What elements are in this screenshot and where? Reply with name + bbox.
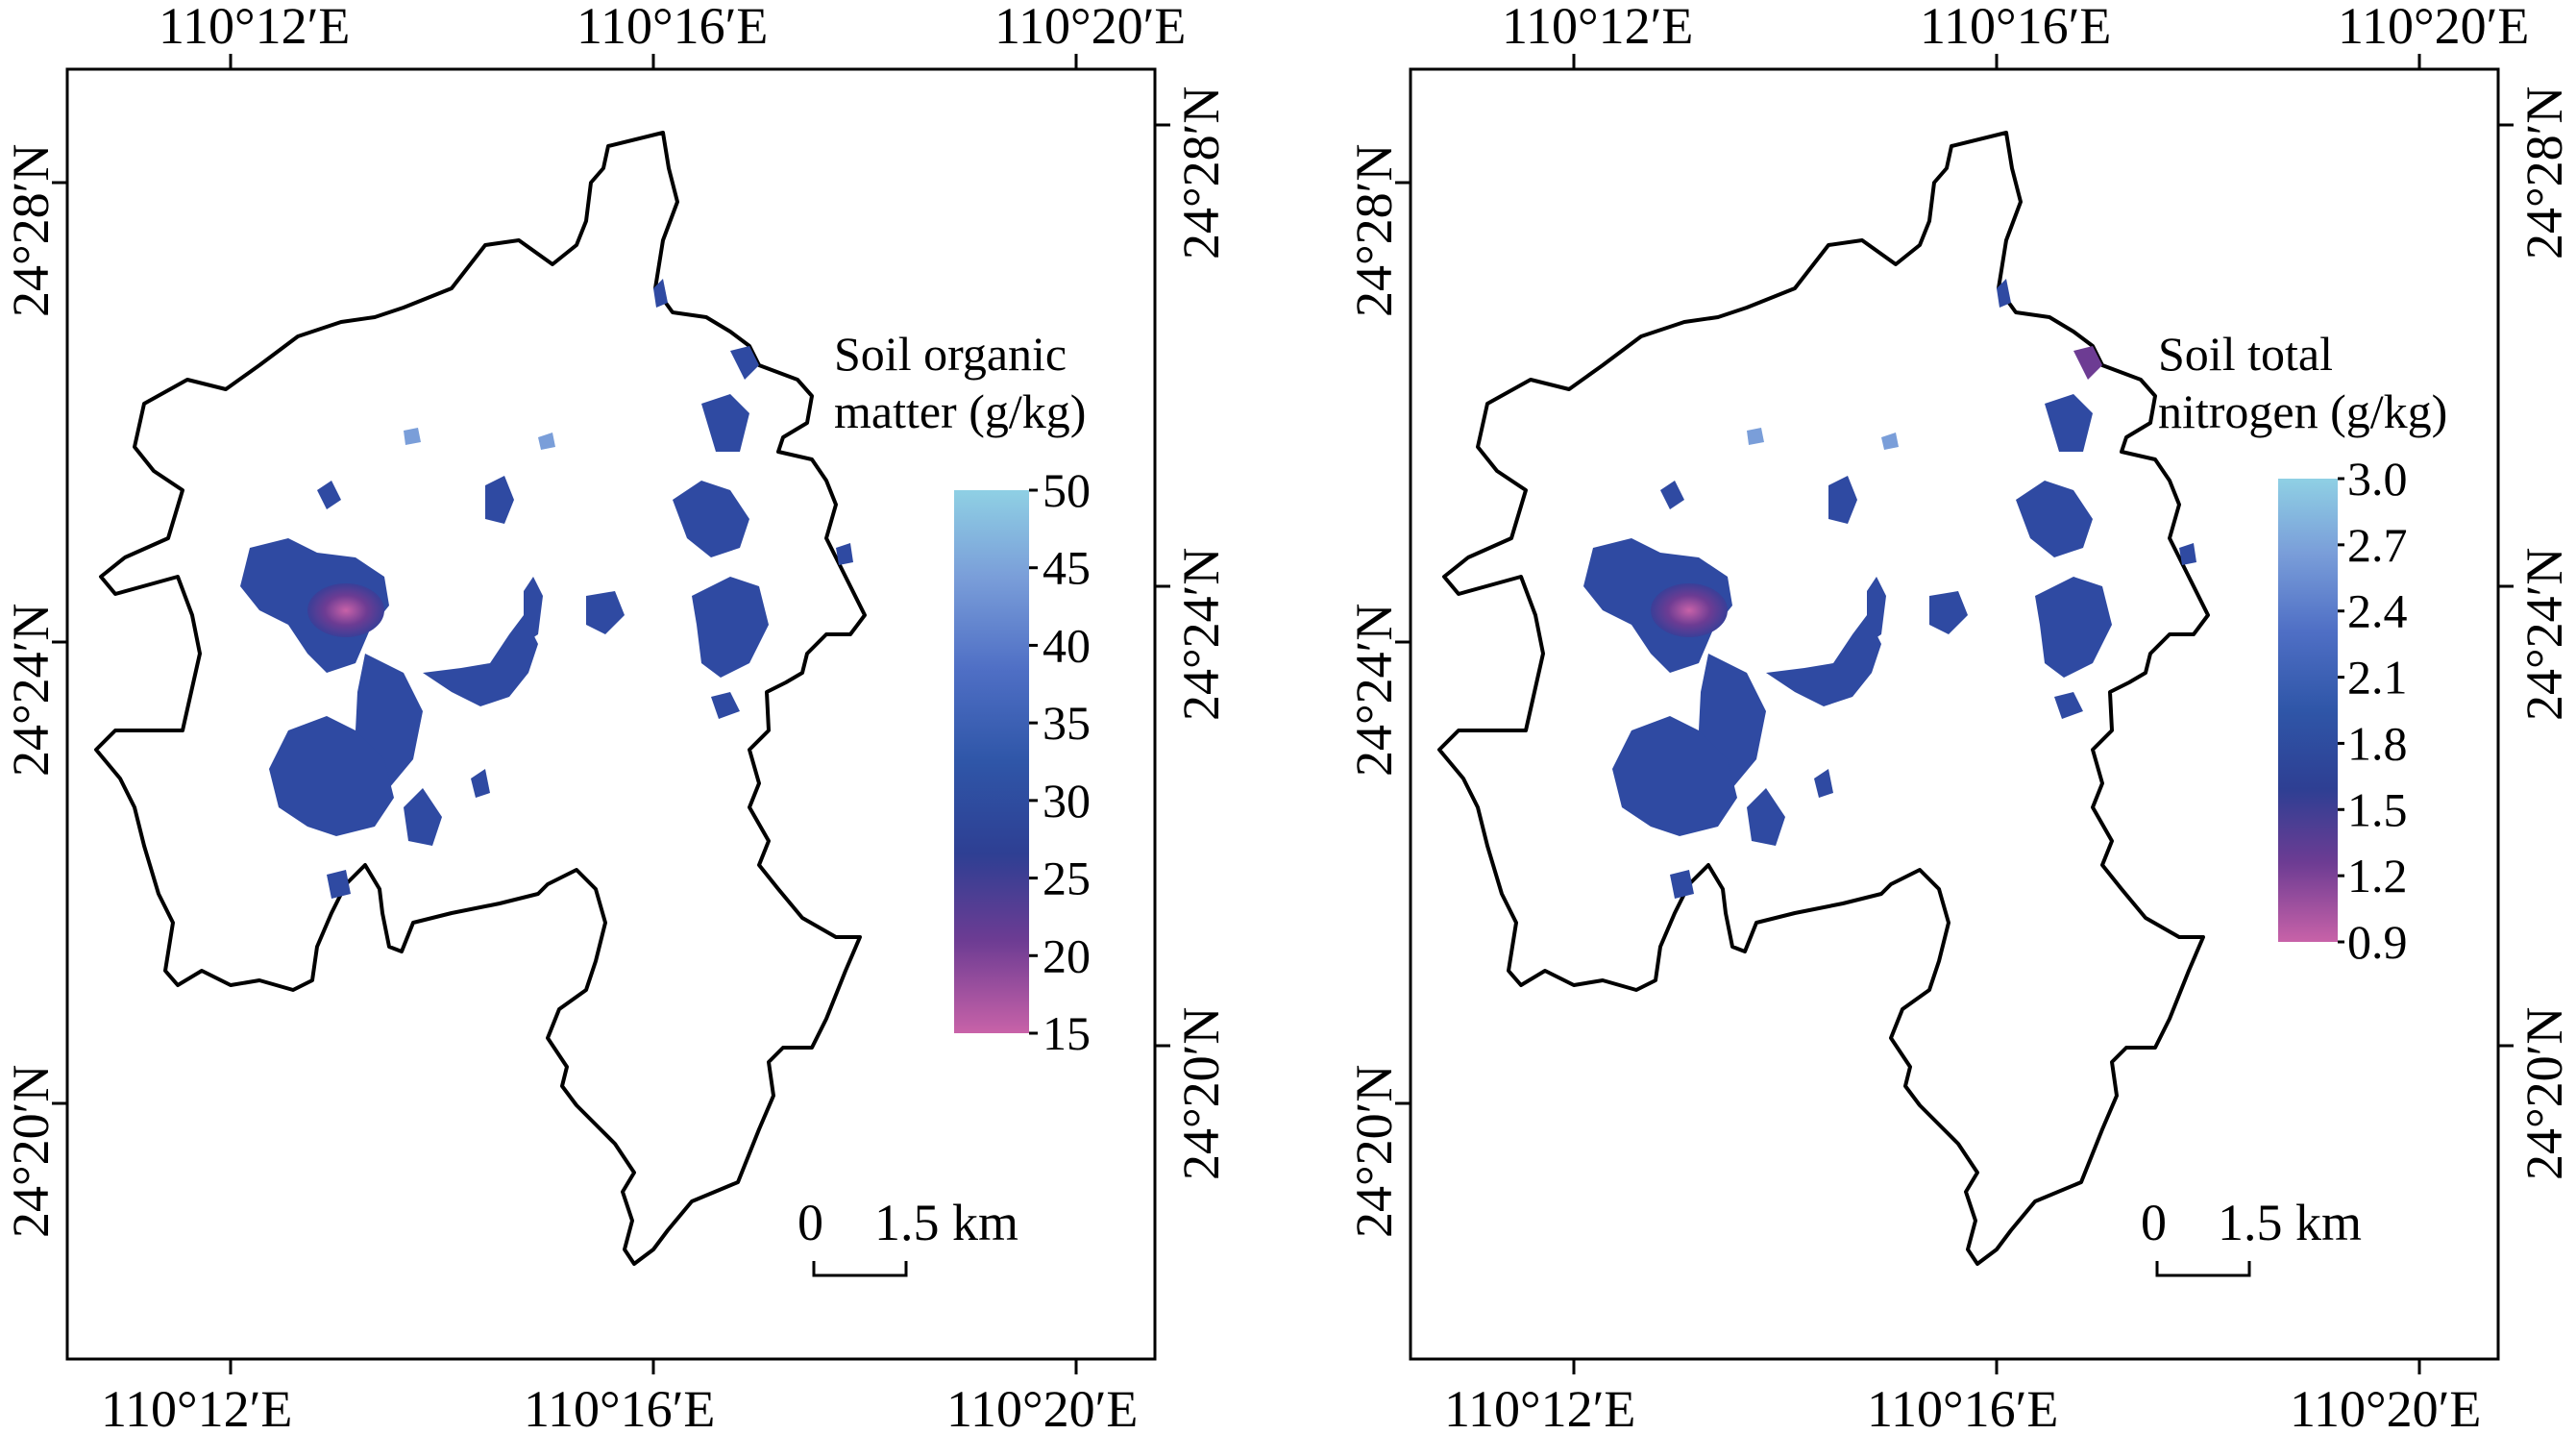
tick-label: 24°20′N [2515, 1007, 2573, 1180]
legend-soil-total-nitrogen: Soil total nitrogen (g/kg) 3.0 2.7 2.4 2.1 1… [2158, 327, 2447, 969]
left-latitude-axis: 24°28′N 24°24′N 24°20′N [2, 144, 67, 1238]
tick-label: 24°24′N [2515, 548, 2573, 721]
tick-label: 110°16′E [1920, 0, 2111, 55]
tick-label: 110°20′E [946, 1380, 1138, 1434]
scale-bar-line [812, 1261, 908, 1277]
legend-title: matter (g/kg) [834, 384, 1086, 438]
legend-tick-label: 25 [1043, 852, 1091, 905]
legend-title: nitrogen (g/kg) [2158, 384, 2447, 438]
raster-patches-light [1747, 428, 1899, 450]
left-latitude-axis: 24°28′N 24°24′N 24°20′N [1345, 144, 1411, 1238]
tick-label: 110°20′E [994, 0, 1186, 55]
legend-colorbar [954, 490, 1029, 1033]
legend-scale: 50 45 40 35 30 25 20 15 [1029, 463, 1091, 1060]
tick-label: 24°28′N [2515, 87, 2573, 260]
tick-label: 24°28′N [2, 144, 60, 317]
legend-tick-label: 20 [1043, 928, 1091, 982]
tick-label: 24°20′N [1345, 1065, 1403, 1238]
tick-label: 24°24′N [1172, 548, 1230, 721]
top-longitude-axis: 110°12′E 110°16′E 110°20′E [159, 0, 1186, 69]
legend-tick-label: 50 [1043, 463, 1091, 517]
legend-tick-label: 2.1 [2347, 651, 2408, 705]
bottom-longitude-axis: 110°12′E 110°16′E 110°20′E [1444, 1359, 2481, 1434]
scale-bar-line [2155, 1261, 2251, 1277]
top-longitude-axis: 110°12′E 110°16′E 110°20′E [1502, 0, 2529, 69]
legend-scale: 3.0 2.7 2.4 2.1 1.8 1.5 1.2 0.9 [2338, 452, 2408, 969]
tick-label: 110°16′E [1867, 1380, 2058, 1434]
legend-tick-label: 0.9 [2347, 915, 2408, 969]
tick-label: 24°20′N [2, 1065, 60, 1238]
legend-tick-label: 15 [1043, 1006, 1091, 1060]
tick-label: 110°20′E [2338, 0, 2529, 55]
legend-title: Soil organic [834, 327, 1067, 381]
raster-patches [1583, 279, 2196, 899]
tick-label: 110°16′E [524, 1380, 715, 1434]
raster-patches-light [404, 428, 555, 450]
tick-label: 24°28′N [1172, 87, 1230, 260]
panel-soil-total-nitrogen: 110°12′E 110°16′E 110°20′E 110°12′E 110°… [1345, 0, 2573, 1434]
bottom-longitude-axis: 110°12′E 110°16′E 110°20′E [101, 1359, 1138, 1434]
legend-tick-label: 35 [1043, 696, 1091, 750]
tick-label: 110°12′E [1502, 0, 1693, 55]
tick-label: 24°20′N [1172, 1007, 1230, 1180]
legend-soil-organic-matter: Soil organic matter (g/kg) 50 45 40 35 30 25 2… [834, 327, 1091, 1060]
tick-label: 24°24′N [2, 604, 60, 777]
scale-length-label: 1.5 km [2218, 1194, 2362, 1251]
tick-label: 110°16′E [577, 0, 768, 55]
map-frame [65, 67, 1157, 1361]
scale-bar: 0 1.5 km [2141, 1194, 2362, 1277]
legend-tick-label: 1.5 [2347, 782, 2408, 836]
scale-zero-label: 0 [2141, 1194, 2167, 1251]
right-latitude-axis: 24°28′N 24°24′N 24°20′N [1155, 87, 1230, 1180]
tick-label: 110°20′E [2290, 1380, 2481, 1434]
legend-tick-label: 1.8 [2347, 716, 2408, 770]
map-frame [1409, 67, 2500, 1361]
scale-zero-label: 0 [797, 1194, 823, 1251]
legend-tick-label: 40 [1043, 618, 1091, 672]
tick-label: 24°28′N [1345, 144, 1403, 317]
tick-label: 110°12′E [101, 1380, 292, 1434]
raster-patches [240, 279, 853, 899]
tick-label: 110°12′E [1444, 1380, 1635, 1434]
legend-tick-label: 1.2 [2347, 849, 2408, 902]
legend-colorbar [2278, 479, 2338, 942]
legend-tick-label: 2.4 [2347, 584, 2408, 638]
panel-soil-organic-matter: 110°12′E 110°16′E 110°20′E 110°12′E 110°… [2, 0, 1230, 1434]
legend-tick-label: 30 [1043, 774, 1091, 828]
legend-title: Soil total [2158, 327, 2333, 381]
right-latitude-axis: 24°28′N 24°24′N 24°20′N [2498, 87, 2573, 1180]
legend-tick-label: 45 [1043, 541, 1091, 595]
legend-tick-label: 2.7 [2347, 518, 2408, 572]
tick-label: 24°24′N [1345, 604, 1403, 777]
tick-label: 110°12′E [159, 0, 350, 55]
scale-bar: 0 1.5 km [797, 1194, 1018, 1277]
scale-length-label: 1.5 km [874, 1194, 1018, 1251]
legend-tick-label: 3.0 [2347, 452, 2408, 506]
